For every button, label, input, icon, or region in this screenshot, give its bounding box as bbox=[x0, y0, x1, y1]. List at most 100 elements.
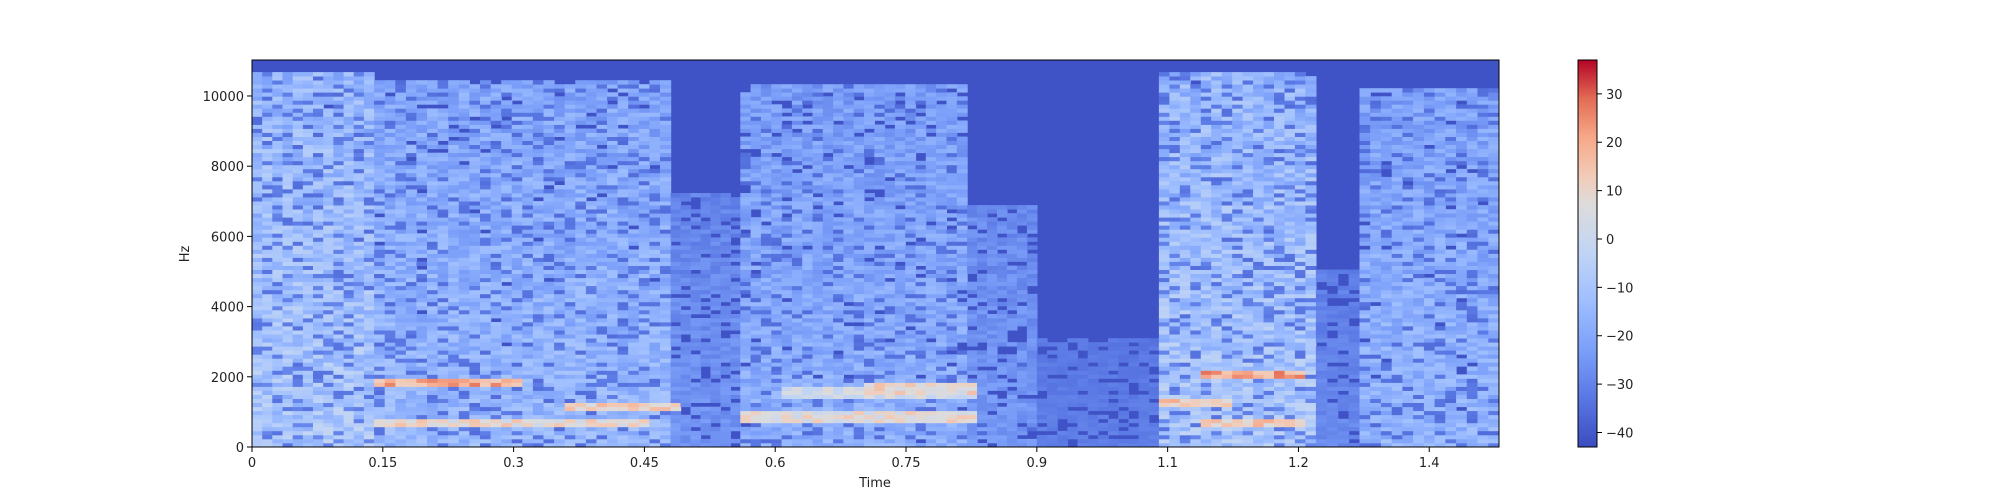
heatmap-cell bbox=[649, 245, 660, 249]
heatmap-cell bbox=[701, 250, 712, 254]
heatmap-cell bbox=[751, 185, 762, 189]
heatmap-cell bbox=[565, 354, 576, 358]
heatmap-cell bbox=[854, 129, 865, 133]
heatmap-cell bbox=[252, 181, 263, 185]
heatmap-cell bbox=[522, 225, 533, 229]
heatmap-cell bbox=[303, 145, 314, 149]
heatmap-cell bbox=[448, 116, 459, 120]
heatmap-cell bbox=[823, 137, 834, 141]
heatmap-cell bbox=[364, 258, 375, 262]
heatmap-cell bbox=[416, 322, 427, 326]
heatmap-cell bbox=[469, 330, 480, 334]
heatmap-cell bbox=[792, 153, 803, 157]
heatmap-cell bbox=[427, 407, 438, 411]
heatmap-cell bbox=[618, 387, 629, 391]
heatmap-cell bbox=[802, 153, 813, 157]
heatmap-cell bbox=[501, 270, 512, 274]
heatmap-cell bbox=[843, 141, 854, 145]
heatmap-cell bbox=[427, 177, 438, 181]
heatmap-cell bbox=[385, 185, 396, 189]
heatmap-cell bbox=[597, 407, 608, 411]
heatmap-cell bbox=[533, 358, 544, 362]
heatmap-cell bbox=[565, 334, 576, 338]
heatmap-cell bbox=[293, 419, 304, 423]
heatmap-cell bbox=[252, 76, 263, 80]
heatmap-cell bbox=[681, 266, 692, 270]
heatmap-cell bbox=[671, 439, 682, 443]
heatmap-cell bbox=[761, 366, 772, 370]
heatmap-cell bbox=[575, 322, 586, 326]
heatmap-cell bbox=[344, 129, 355, 133]
heatmap-cell bbox=[761, 262, 772, 266]
heatmap-cell bbox=[761, 334, 772, 338]
heatmap-cell bbox=[283, 374, 294, 378]
heatmap-cell bbox=[252, 342, 263, 346]
heatmap-cell bbox=[833, 306, 844, 310]
heatmap-cell bbox=[681, 350, 692, 354]
heatmap-cell bbox=[385, 395, 396, 399]
heatmap-cell bbox=[854, 342, 865, 346]
heatmap-cell bbox=[565, 197, 576, 201]
heatmap-cell bbox=[720, 201, 731, 205]
heatmap-cell bbox=[333, 173, 344, 177]
heatmap-cell bbox=[313, 334, 324, 338]
heatmap-cell bbox=[448, 435, 459, 439]
heatmap-cell bbox=[512, 92, 523, 96]
heatmap-cell bbox=[761, 217, 772, 221]
heatmap-cell bbox=[364, 221, 375, 225]
heatmap-cell bbox=[544, 419, 555, 423]
heatmap-cell bbox=[792, 137, 803, 141]
heatmap-cell bbox=[618, 177, 629, 181]
heatmap-cell bbox=[751, 201, 762, 205]
heatmap-cell bbox=[554, 221, 565, 225]
heatmap-cell bbox=[554, 205, 565, 209]
heatmap-cell bbox=[628, 294, 639, 298]
heatmap-cell bbox=[761, 294, 772, 298]
heatmap-cell bbox=[491, 399, 502, 403]
heatmap-cell bbox=[374, 318, 385, 322]
heatmap-cell bbox=[823, 96, 834, 100]
heatmap-cell bbox=[416, 282, 427, 286]
heatmap-cell bbox=[406, 88, 417, 92]
heatmap-cell bbox=[575, 370, 586, 374]
heatmap-cell bbox=[293, 88, 304, 92]
heatmap-cell bbox=[469, 121, 480, 125]
heatmap-cell bbox=[522, 108, 533, 112]
heatmap-cell bbox=[512, 314, 523, 318]
heatmap-cell bbox=[618, 286, 629, 290]
heatmap-cell bbox=[374, 221, 385, 225]
heatmap-cell bbox=[639, 209, 650, 213]
heatmap-cell bbox=[691, 411, 702, 415]
heatmap-cell bbox=[833, 354, 844, 358]
heatmap-cell bbox=[303, 374, 314, 378]
heatmap-cell bbox=[385, 423, 396, 427]
heatmap-cell bbox=[252, 237, 263, 241]
heatmap-cell bbox=[751, 362, 762, 366]
heatmap-cell bbox=[283, 258, 294, 262]
heatmap-cell bbox=[303, 201, 314, 205]
heatmap-cell bbox=[313, 286, 324, 290]
heatmap-cell bbox=[802, 84, 813, 88]
heatmap-cell bbox=[575, 177, 586, 181]
heatmap-cell bbox=[854, 112, 865, 116]
heatmap-cell bbox=[459, 334, 470, 338]
heatmap-cell bbox=[313, 250, 324, 254]
heatmap-cell bbox=[618, 241, 629, 245]
heatmap-cell bbox=[283, 431, 294, 435]
heatmap-cell bbox=[802, 250, 813, 254]
heatmap-cell bbox=[448, 294, 459, 298]
heatmap-cell bbox=[802, 282, 813, 286]
heatmap-cell bbox=[771, 193, 782, 197]
heatmap-cell bbox=[710, 431, 721, 435]
heatmap-cell bbox=[354, 241, 365, 245]
heatmap-cell bbox=[792, 173, 803, 177]
heatmap-cell bbox=[501, 366, 512, 370]
heatmap-cell bbox=[283, 427, 294, 431]
heatmap-cell bbox=[802, 125, 813, 129]
heatmap-cell bbox=[792, 266, 803, 270]
heatmap-cell bbox=[740, 274, 751, 278]
heatmap-cell bbox=[406, 169, 417, 173]
heatmap-cell bbox=[649, 330, 660, 334]
heatmap-cell bbox=[272, 395, 283, 399]
heatmap-cell bbox=[374, 153, 385, 157]
